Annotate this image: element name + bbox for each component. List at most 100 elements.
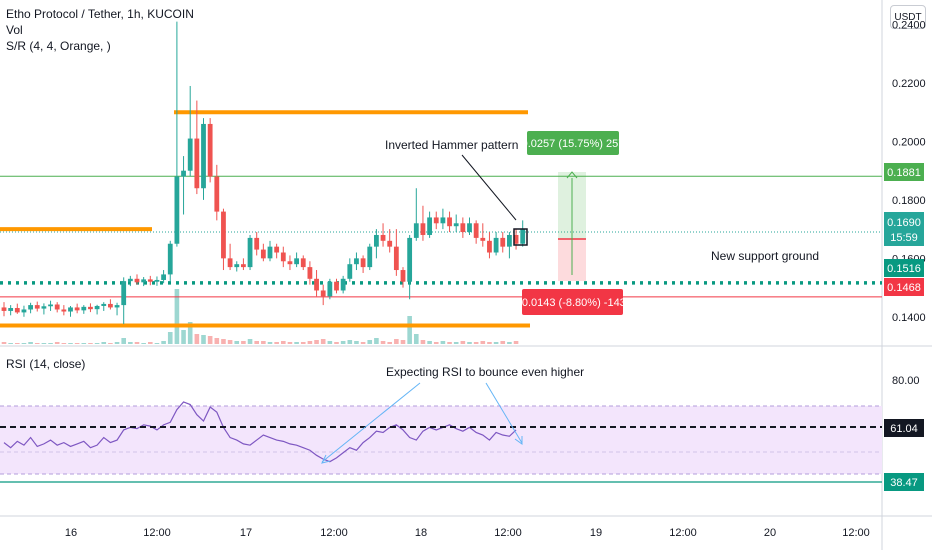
candle-body (340, 278, 346, 291)
volume-bar (254, 341, 259, 344)
volume-bar (287, 342, 293, 344)
volume-bar (221, 339, 226, 344)
volume-bars (1, 289, 519, 344)
rsi-band (0, 406, 882, 474)
time-tick-label: 18 (415, 527, 427, 539)
volume-bar (194, 334, 200, 344)
support-ground-annotation[interactable]: New support ground (711, 249, 819, 263)
volume-bar (181, 330, 186, 344)
candle-body (121, 281, 127, 306)
candle-body (493, 237, 499, 253)
volume-bar (81, 343, 87, 344)
candle-body (154, 279, 160, 282)
volume-bar (234, 341, 240, 344)
candle-body (473, 223, 479, 238)
rsi-level-high-tag: 61.04 (884, 419, 924, 437)
volume-bar (327, 341, 333, 344)
time-tick-label: 12:00 (669, 527, 697, 539)
candle-body (507, 234, 512, 247)
volume-bar (427, 341, 432, 344)
loss-box-bg (522, 289, 623, 315)
candle-body (287, 261, 293, 265)
rsi-arrow-right-head (514, 436, 523, 445)
volume-bar (15, 343, 20, 344)
candle-body (241, 264, 246, 268)
volume-bar (460, 341, 466, 344)
candle-body (181, 170, 186, 177)
candle-body (254, 237, 260, 250)
candle-body (48, 304, 53, 307)
price-tick-label: 0.2400 (892, 20, 926, 32)
candle-body (260, 249, 266, 259)
volume-bar (487, 342, 492, 344)
candle-body (433, 217, 439, 224)
volume-bar (480, 341, 486, 344)
gain-box[interactable]: 0.0257 (15.75%) 257 (522, 131, 625, 155)
volume-indicator-label[interactable]: Vol (6, 23, 23, 37)
loss-box[interactable]: -0.0143 (-8.80%) -143 (518, 289, 626, 315)
price-levels (0, 110, 882, 328)
time-tick-label: 12:00 (842, 527, 870, 539)
volume-bar (88, 343, 93, 344)
stop-price-tag: 0.1468 (884, 278, 924, 296)
rsi-annotation[interactable]: Expecting RSI to bounce even higher (386, 365, 584, 379)
volume-bar (8, 343, 13, 344)
candle-body (187, 138, 193, 171)
candle-body (94, 305, 100, 310)
volume-bar (61, 343, 67, 344)
inverted-hammer-box (513, 228, 528, 246)
current-price-text: 0.1690 (887, 217, 921, 229)
reward-arrow-head (566, 171, 578, 179)
volume-bar (161, 341, 166, 344)
rsi-arrow-left (321, 382, 421, 463)
time-axis[interactable]: 16 12:00 17 12:00 18 12:00 19 12:00 20 12:00 (65, 527, 870, 539)
volume-bar (453, 342, 459, 344)
volume-bar (1, 342, 7, 344)
volume-bar (141, 343, 146, 344)
candle-body (101, 303, 107, 306)
volume-bar (247, 339, 253, 344)
candle-body (68, 307, 73, 312)
volume-bar (320, 339, 326, 344)
volume-bar (54, 342, 60, 344)
candle-body (374, 234, 379, 247)
candle-body (467, 223, 472, 233)
inverted-hammer-pointer (461, 154, 517, 221)
candle-body (201, 123, 206, 189)
rsi-level-high-text: 61.04 (890, 423, 918, 435)
currency-badge[interactable]: USDT (890, 5, 926, 29)
candle-body (28, 305, 33, 310)
candle-body (460, 223, 466, 233)
volume-bar (314, 340, 319, 344)
volume-bar (167, 332, 173, 344)
candle-body (207, 123, 213, 177)
volume-bar (267, 342, 273, 344)
sr-indicator-label[interactable]: S/R (4, 4, Orange, ) (6, 39, 111, 53)
candle-body (108, 303, 113, 308)
rsi-legend: RSI (14, close) (6, 356, 85, 372)
volume-bar (108, 343, 113, 344)
volume-bar (94, 343, 100, 344)
chart-title: Etho Protocol / Tether, 1h, KUCOIN (6, 7, 194, 21)
volume-bar (433, 342, 439, 344)
inverted-hammer-annotation[interactable]: Inverted Hammer pattern (385, 138, 518, 152)
candle-body (127, 278, 133, 282)
volume-bar (281, 341, 286, 344)
volume-bar (447, 342, 452, 344)
candle-body (327, 281, 333, 297)
candle-body (393, 246, 399, 271)
candle-body (267, 246, 273, 259)
candles (1, 21, 526, 325)
candle-body (387, 240, 393, 247)
volume-bar (241, 341, 246, 344)
rsi-indicator-label[interactable]: RSI (14, close) (6, 357, 86, 371)
time-tick-label: 12:00 (494, 527, 522, 539)
volume-bar (467, 342, 472, 344)
candle-body (314, 278, 319, 291)
volume-bar (148, 342, 153, 344)
volume-bar (128, 342, 133, 344)
candle-body (427, 217, 432, 235)
volume-bar (407, 316, 412, 344)
candle-body (487, 240, 492, 253)
